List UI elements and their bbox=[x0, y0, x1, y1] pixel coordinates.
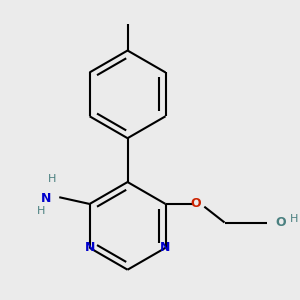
Text: H: H bbox=[37, 206, 45, 216]
Text: H: H bbox=[48, 174, 57, 184]
Text: O: O bbox=[190, 197, 201, 211]
Text: H: H bbox=[290, 214, 298, 224]
Text: O: O bbox=[275, 216, 286, 229]
Text: N: N bbox=[160, 241, 171, 254]
Text: N: N bbox=[84, 241, 95, 254]
Text: N: N bbox=[40, 192, 51, 206]
